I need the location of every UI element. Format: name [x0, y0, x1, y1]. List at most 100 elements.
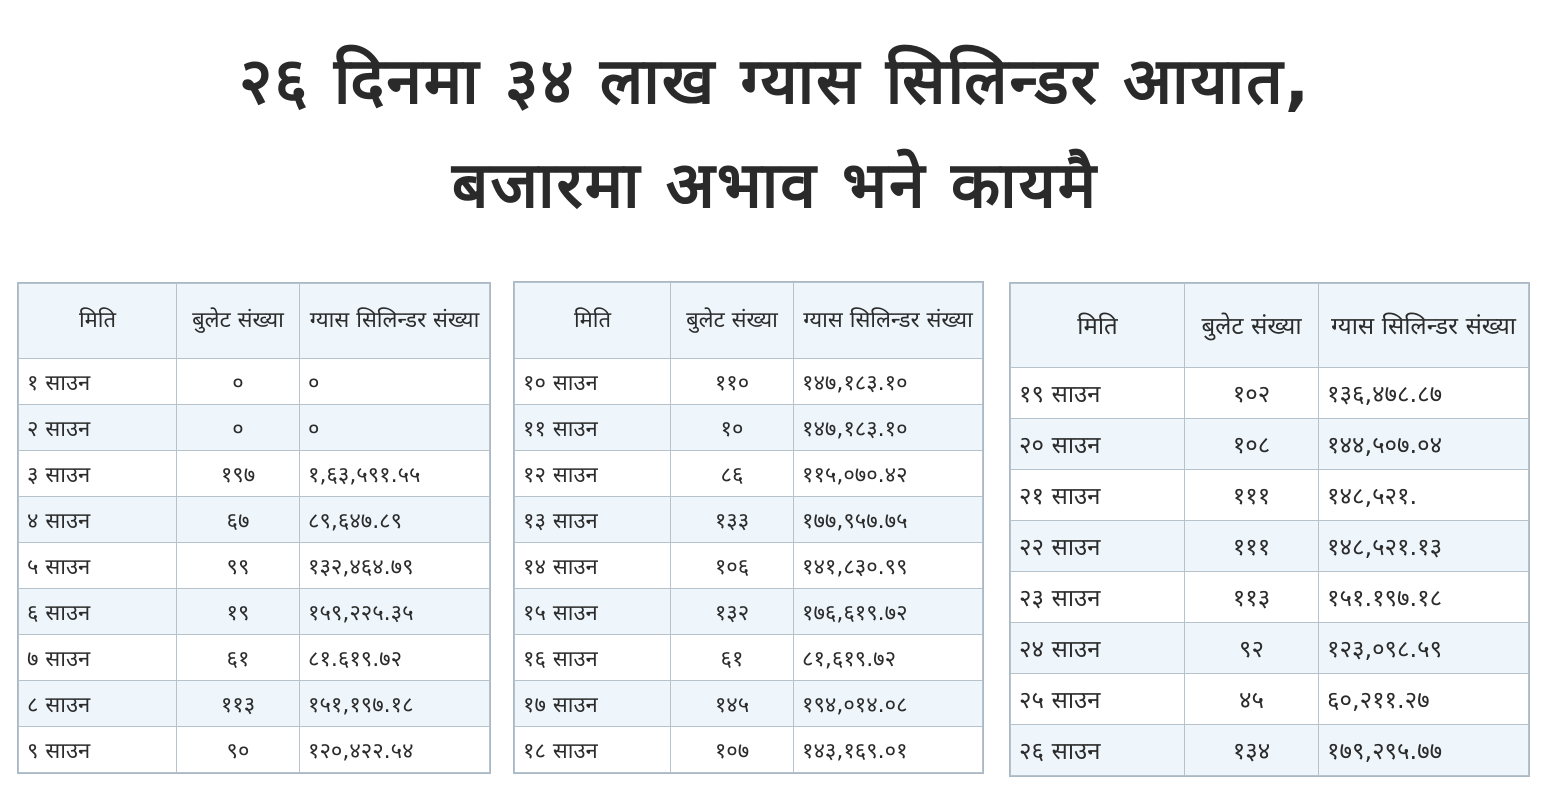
- header-bullet-count: बुलेट संख्या: [1184, 283, 1319, 368]
- cell-cylinder-count: १४८,५२१.: [1318, 469, 1529, 521]
- table-body: १० साउन ११० १४७,१८३.१० ११ साउन १० १४७,१८३.१० १…: [514, 358, 983, 773]
- cell-date: १६ साउन: [514, 634, 671, 681]
- header-row: मिति बुलेट संख्या ग्यास सिलिन्डर संख्या: [18, 283, 490, 359]
- table-row: २३ साउन ११३ १५१.१९७.१८: [1010, 571, 1529, 623]
- table-row: ८ साउन ११३ १५१,१९७.१८: [18, 680, 490, 727]
- table-body: १ साउन ० ० २ साउन ० ० ३ साउन १९७ १,६३,५९१.५५ ४ सा…: [18, 358, 490, 773]
- cell-bullet-count: ८६: [670, 450, 794, 497]
- cell-bullet-count: ६१: [176, 634, 300, 681]
- table-row: १३ साउन १३३ १७७,९५७.७५: [514, 496, 983, 543]
- cell-date: २४ साउन: [1010, 622, 1185, 674]
- table-row: १ साउन ० ०: [18, 358, 490, 405]
- cell-cylinder-count: १७६,६१९.७२: [793, 588, 983, 635]
- header-cylinder-count: ग्यास सिलिन्डर संख्या: [299, 283, 490, 359]
- headline-line-2: बजारमा अभाव भने कायमै: [451, 149, 1099, 223]
- table-row: २६ साउन १३४ १७९,२९५.७७: [1010, 724, 1529, 776]
- cell-bullet-count: ९९: [176, 542, 300, 589]
- import-table-2: मिति बुलेट संख्या ग्यास सिलिन्डर संख्या १०…: [513, 281, 984, 774]
- table-row: १९ साउन १०२ १३६,४७८.८७: [1010, 367, 1529, 419]
- table-row: १७ साउन १४५ १९४,०१४.०८: [514, 680, 983, 727]
- cell-date: ४ साउन: [18, 496, 177, 543]
- header-bullet-count: बुलेट संख्या: [176, 283, 300, 359]
- cell-cylinder-count: ८१.६१९.७२: [299, 634, 490, 681]
- cell-date: १३ साउन: [514, 496, 671, 543]
- table-header: मिति बुलेट संख्या ग्यास सिलिन्डर संख्या: [18, 283, 490, 359]
- cell-date: ११ साउन: [514, 404, 671, 451]
- cell-date: १० साउन: [514, 358, 671, 405]
- cell-date: १९ साउन: [1010, 367, 1185, 419]
- cell-date: २१ साउन: [1010, 469, 1185, 521]
- cell-date: १४ साउन: [514, 542, 671, 589]
- cell-bullet-count: १३३: [670, 496, 794, 543]
- cell-cylinder-count: १३२,४६४.७९: [299, 542, 490, 589]
- cell-bullet-count: ९२: [1184, 622, 1319, 674]
- cell-date: ७ साउन: [18, 634, 177, 681]
- table-row: १२ साउन ८६ ११५,०७०.४२: [514, 450, 983, 497]
- cell-cylinder-count: ११५,०७०.४२: [793, 450, 983, 497]
- cell-bullet-count: १३४: [1184, 724, 1319, 776]
- cell-cylinder-count: १,६३,५९१.५५: [299, 450, 490, 497]
- cell-bullet-count: ११३: [176, 680, 300, 727]
- table-row: २२ साउन १११ १४८,५२१.१३: [1010, 520, 1529, 572]
- table-row: २४ साउन ९२ १२३,०९८.५९: [1010, 622, 1529, 674]
- cell-bullet-count: १०७: [670, 726, 794, 773]
- cell-bullet-count: ९०: [176, 726, 300, 773]
- table-header: मिति बुलेट संख्या ग्यास सिलिन्डर संख्या: [514, 282, 983, 359]
- table-row: ७ साउन ६१ ८१.६१९.७२: [18, 634, 490, 681]
- table-header: मिति बुलेट संख्या ग्यास सिलिन्डर संख्या: [1010, 283, 1529, 368]
- cell-bullet-count: १०२: [1184, 367, 1319, 419]
- header-bullet-count: बुलेट संख्या: [670, 282, 794, 359]
- cell-date: २० साउन: [1010, 418, 1185, 470]
- cell-date: २५ साउन: [1010, 673, 1185, 725]
- cell-cylinder-count: ६०,२११.२७: [1318, 673, 1529, 725]
- cell-date: ९ साउन: [18, 726, 177, 773]
- table-row: २५ साउन ४५ ६०,२११.२७: [1010, 673, 1529, 725]
- cell-cylinder-count: १२०,४२२.५४: [299, 726, 490, 773]
- header-cylinder-count: ग्यास सिलिन्डर संख्या: [1318, 283, 1529, 368]
- table-row: १६ साउन ६१ ८१,६१९.७२: [514, 634, 983, 681]
- header-date: मिति: [18, 283, 177, 359]
- cell-bullet-count: १९७: [176, 450, 300, 497]
- table-row: ९ साउन ९० १२०,४२२.५४: [18, 726, 490, 773]
- header-cylinder-count: ग्यास सिलिन्डर संख्या: [793, 282, 983, 359]
- table-row: २० साउन १०८ १४४,५०७.०४: [1010, 418, 1529, 470]
- cell-date: ५ साउन: [18, 542, 177, 589]
- cell-cylinder-count: १७७,९५७.७५: [793, 496, 983, 543]
- table-row: १० साउन ११० १४७,१८३.१०: [514, 358, 983, 405]
- cell-bullet-count: ०: [176, 404, 300, 451]
- cell-bullet-count: ६७: [176, 496, 300, 543]
- table-row: १५ साउन १३२ १७६,६१९.७२: [514, 588, 983, 635]
- cell-date: १२ साउन: [514, 450, 671, 497]
- cell-date: ६ साउन: [18, 588, 177, 635]
- import-table-3: मिति बुलेट संख्या ग्यास सिलिन्डर संख्या १९…: [1009, 282, 1530, 777]
- headline-line-1: २६ दिनमा ३४ लाख ग्यास सिलिन्डर आयात,: [238, 45, 1312, 119]
- table-row: १८ साउन १०७ १४३,१६९.०१: [514, 726, 983, 773]
- cell-bullet-count: ११०: [670, 358, 794, 405]
- cell-bullet-count: ११३: [1184, 571, 1319, 623]
- cell-date: १ साउन: [18, 358, 177, 405]
- cell-cylinder-count: ८१,६१९.७२: [793, 634, 983, 681]
- table-row: ३ साउन १९७ १,६३,५९१.५५: [18, 450, 490, 497]
- header-row: मिति बुलेट संख्या ग्यास सिलिन्डर संख्या: [514, 282, 983, 359]
- cell-date: ८ साउन: [18, 680, 177, 727]
- cell-bullet-count: १११: [1184, 469, 1319, 521]
- cell-cylinder-count: ०: [299, 404, 490, 451]
- cell-date: १८ साउन: [514, 726, 671, 773]
- cell-cylinder-count: १५१.१९७.१८: [1318, 571, 1529, 623]
- cell-cylinder-count: ८९,६४७.८९: [299, 496, 490, 543]
- cell-cylinder-count: १५९,२२५.३५: [299, 588, 490, 635]
- cell-date: ३ साउन: [18, 450, 177, 497]
- table-row: २ साउन ० ०: [18, 404, 490, 451]
- cell-bullet-count: ०: [176, 358, 300, 405]
- cell-bullet-count: १९: [176, 588, 300, 635]
- import-table-1: मिति बुलेट संख्या ग्यास सिलिन्डर संख्या १ …: [17, 282, 491, 774]
- cell-date: २६ साउन: [1010, 724, 1185, 776]
- cell-cylinder-count: १५१,१९७.१८: [299, 680, 490, 727]
- table-row: ११ साउन १० १४७,१८३.१०: [514, 404, 983, 451]
- cell-date: २२ साउन: [1010, 520, 1185, 572]
- cell-cylinder-count: १४१,८३०.९९: [793, 542, 983, 589]
- table-row: ४ साउन ६७ ८९,६४७.८९: [18, 496, 490, 543]
- cell-bullet-count: १४५: [670, 680, 794, 727]
- headline: २६ दिनमा ३४ लाख ग्यास सिलिन्डर आयात, बजा…: [0, 30, 1550, 238]
- cell-cylinder-count: १९४,०१४.०८: [793, 680, 983, 727]
